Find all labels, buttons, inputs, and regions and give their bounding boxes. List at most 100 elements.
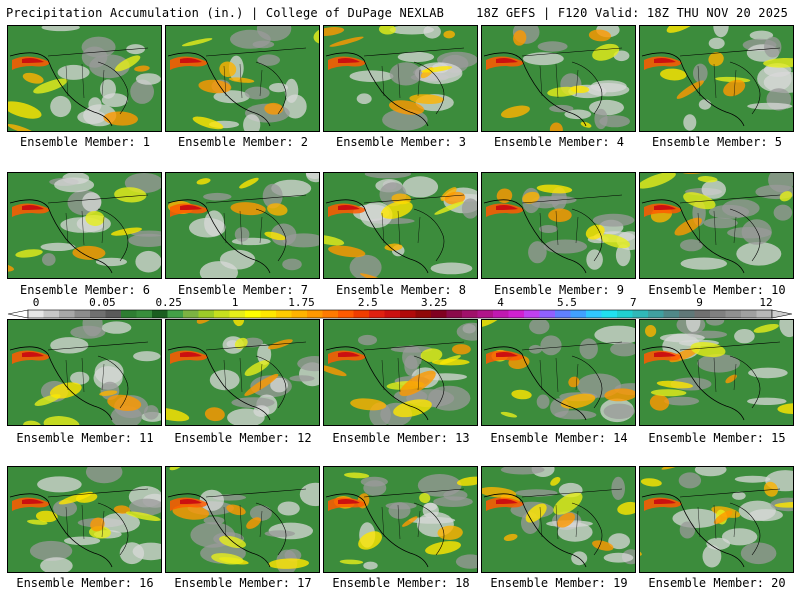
moderate-precip-area — [181, 38, 213, 47]
colorbar-swatch — [167, 310, 184, 318]
border-line — [47, 488, 149, 498]
light-precip-area — [402, 176, 439, 198]
precip-map — [166, 467, 319, 572]
moderate-precip-area — [8, 123, 36, 131]
ensemble-member-map — [639, 466, 794, 573]
moderate-precip-area — [570, 85, 590, 94]
light-precip-area — [242, 337, 264, 348]
light-precip-area — [363, 561, 378, 570]
moderate-precip-area — [358, 531, 382, 550]
light-precip-area — [764, 36, 782, 58]
moderate-precip-area — [166, 407, 190, 422]
heavy-precip-core — [644, 203, 682, 217]
coastline — [167, 52, 271, 127]
ensemble-member-label: Ensemble Member: 17 — [174, 576, 312, 590]
ensemble-member-label: Ensemble Member: 9 — [493, 283, 625, 297]
moderate-precip-area — [114, 55, 141, 72]
ensemble-member-label: Ensemble Member: 19 — [490, 576, 628, 590]
ensemble-member-label: Ensemble Member: 10 — [648, 283, 786, 297]
light-precip-area — [747, 102, 793, 110]
light-precip-area — [698, 99, 712, 110]
light-precip-area — [37, 476, 82, 493]
light-precip-area — [257, 54, 280, 66]
moderate-precip-area — [232, 320, 245, 327]
light-precip-area — [358, 334, 377, 346]
ensemble-member-label: Ensemble Member: 1 — [19, 135, 151, 149]
moderate-precip-area — [683, 192, 716, 210]
border-line — [679, 341, 781, 351]
colorbar-swatch — [105, 310, 122, 318]
heavy-precip-max — [180, 352, 202, 357]
moderate-precip-area — [548, 208, 572, 222]
light-precip-area — [389, 62, 423, 86]
border-line — [679, 194, 781, 204]
border-line — [363, 194, 465, 204]
light-precip-area — [57, 64, 90, 80]
moderate-precip-area — [23, 420, 42, 425]
coastline — [9, 199, 113, 274]
border-line — [363, 47, 465, 57]
precip-map — [8, 26, 161, 131]
colorbar-tick-label: 1.75 — [288, 296, 315, 309]
moderate-precip-area — [49, 382, 82, 399]
coastline — [571, 61, 603, 115]
colorbar-swatch — [291, 310, 308, 318]
moderate-precip-area — [425, 541, 462, 555]
moderate-precip-area — [384, 243, 403, 251]
light-precip-area — [297, 356, 319, 372]
precipitation-colorbar: 0 0.05 0.25 1 1.75 2.5 3.25 4 5.5 7 9 12 — [7, 296, 793, 319]
moderate-precip-area — [107, 394, 142, 411]
moderate-precip-area — [550, 476, 561, 486]
moderate-precip-area — [525, 503, 547, 523]
heavy-precip-max — [22, 205, 44, 210]
coastline — [325, 199, 429, 274]
light-precip-area — [130, 79, 154, 104]
coastline — [483, 346, 587, 421]
heavy-precip-max — [338, 352, 360, 357]
ensemble-member-label: Ensemble Member: 18 — [332, 576, 470, 590]
state-lines — [223, 63, 263, 99]
ensemble-member-map — [639, 319, 794, 426]
state-lines — [697, 357, 737, 393]
moderate-precip-area — [172, 504, 210, 520]
coastline — [571, 208, 603, 262]
light-precip-area — [262, 183, 283, 209]
moderate-precip-area — [774, 501, 793, 508]
light-precip-area — [706, 320, 725, 326]
light-precip-area — [42, 253, 56, 266]
ensemble-member-map — [7, 319, 162, 426]
colorbar-swatch — [493, 310, 509, 318]
border-line — [521, 194, 623, 204]
moderate-precip-area — [600, 234, 631, 249]
light-precip-area — [269, 83, 288, 93]
coastline — [413, 61, 445, 115]
moderate-precip-area — [85, 210, 105, 226]
heavy-precip-core — [486, 56, 524, 70]
light-precip-area — [680, 257, 727, 270]
light-precip-area — [81, 46, 108, 68]
moderate-precip-area — [35, 510, 58, 523]
light-precip-area — [249, 505, 272, 521]
state-lines — [539, 357, 579, 393]
heavy-precip-core — [644, 497, 682, 511]
state-lines — [65, 504, 105, 540]
state-lines — [223, 504, 263, 540]
light-precip-area — [305, 173, 319, 183]
light-precip-area — [763, 71, 793, 94]
moderate-precip-area — [328, 245, 366, 258]
colorbar-swatch — [725, 310, 742, 318]
colorbar-right-arrow — [771, 309, 793, 319]
light-precip-area — [110, 405, 143, 425]
heavy-precip-max — [654, 352, 676, 357]
ensemble-member-label: Ensemble Member: 3 — [335, 135, 467, 149]
light-precip-area — [455, 554, 477, 569]
light-precip-area — [557, 522, 593, 542]
light-precip-area — [686, 320, 701, 333]
colorbar-swatch — [679, 310, 695, 318]
border-line — [47, 194, 149, 204]
colorbar-swatch — [384, 310, 401, 318]
moderate-precip-area — [482, 486, 517, 498]
moderate-precip-area — [645, 324, 657, 337]
moderate-precip-area — [444, 191, 466, 205]
moderate-precip-area — [219, 61, 237, 77]
